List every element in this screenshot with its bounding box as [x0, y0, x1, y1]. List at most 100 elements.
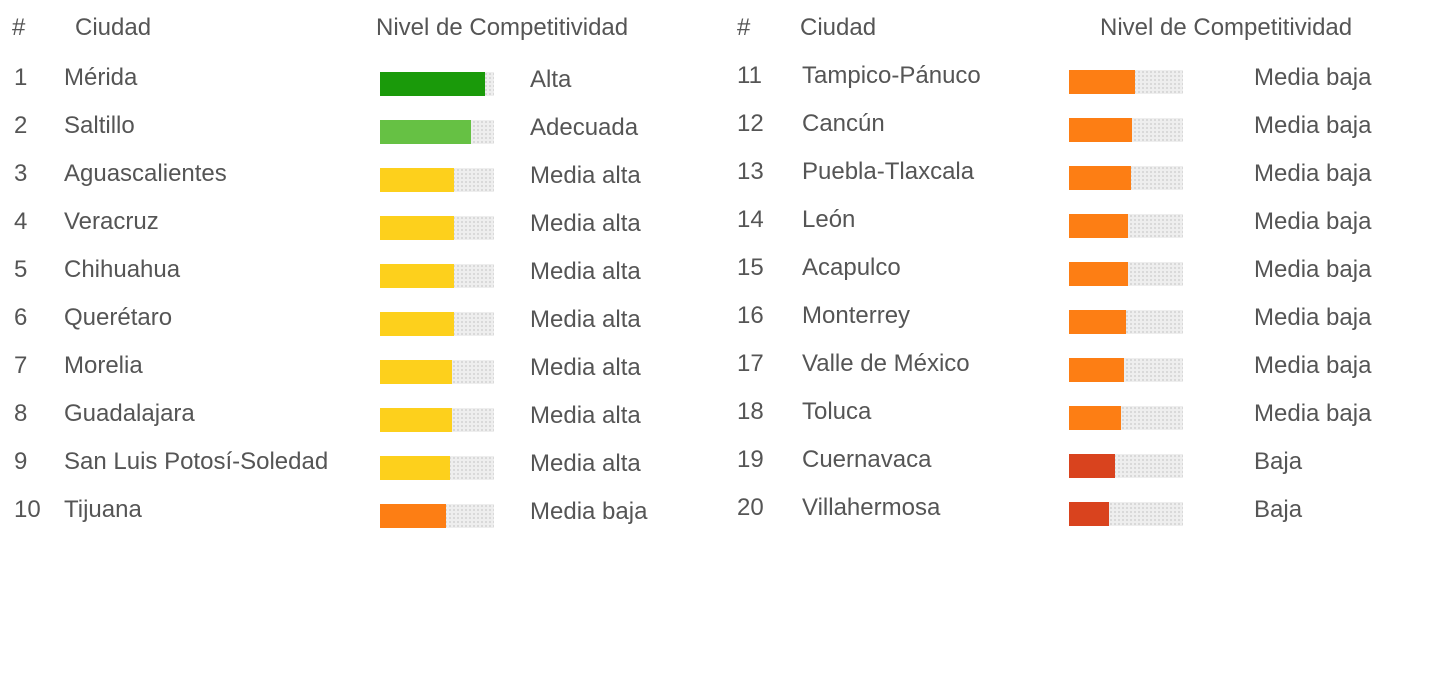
- rank-number: 9: [14, 448, 28, 475]
- bar-track: [380, 456, 494, 480]
- competitiveness-level: Baja: [1254, 496, 1303, 523]
- rank-number: 14: [737, 206, 764, 233]
- bar-track: [1069, 358, 1183, 382]
- bar-track: [1069, 166, 1183, 190]
- competitiveness-bar: [1069, 406, 1121, 430]
- city-name: Villahermosa: [802, 494, 941, 521]
- rank-number: 4: [14, 208, 28, 235]
- bar-track: [1069, 310, 1183, 334]
- city-name: Veracruz: [64, 208, 159, 235]
- bar-track: [1069, 502, 1183, 526]
- city-name: Tijuana: [64, 496, 142, 523]
- right-city-header: Ciudad: [800, 14, 877, 41]
- bar-track: [380, 168, 494, 192]
- competitiveness-bar: [380, 408, 452, 432]
- competitiveness-bar: [380, 72, 485, 96]
- bar-track: [1069, 214, 1183, 238]
- competitiveness-level: Alta: [530, 66, 572, 93]
- competitiveness-level: Media alta: [530, 258, 641, 285]
- competitiveness-bar: [1069, 262, 1128, 286]
- bar-track: [380, 408, 494, 432]
- right-level-header: Nivel de Competitividad: [1100, 14, 1353, 41]
- city-name: Acapulco: [802, 254, 901, 281]
- rank-number: 3: [14, 160, 28, 187]
- competitiveness-level: Media alta: [530, 450, 641, 477]
- competitiveness-bar: [1069, 454, 1115, 478]
- competitiveness-bar: [1069, 70, 1135, 94]
- competitiveness-level: Media baja: [1254, 400, 1372, 427]
- competitiveness-bar: [380, 504, 446, 528]
- bar-track: [1069, 262, 1183, 286]
- city-name: Querétaro: [64, 304, 173, 331]
- rank-number: 6: [14, 304, 28, 331]
- competitiveness-bar: [380, 120, 471, 144]
- bar-track: [380, 216, 494, 240]
- competitiveness-level: Media baja: [530, 498, 648, 525]
- bar-track: [380, 312, 494, 336]
- right-rank-header: #: [737, 14, 751, 41]
- rank-number: 12: [737, 110, 764, 137]
- competitiveness-bar: [380, 456, 450, 480]
- city-name: Cuernavaca: [802, 446, 932, 473]
- city-name: Puebla-Tlaxcala: [802, 158, 975, 185]
- rank-number: 13: [737, 158, 764, 185]
- rank-number: 17: [737, 350, 764, 377]
- city-name: Monterrey: [802, 302, 911, 329]
- city-name: Aguascalientes: [64, 160, 227, 187]
- competitiveness-bar: [380, 312, 454, 336]
- bar-track: [380, 120, 494, 144]
- left-city-header: Ciudad: [75, 14, 152, 41]
- competitiveness-level: Baja: [1254, 448, 1303, 475]
- city-name: Toluca: [802, 398, 872, 425]
- competitiveness-bar: [1069, 310, 1126, 334]
- competitiveness-level: Media alta: [530, 162, 641, 189]
- competitiveness-level: Media alta: [530, 306, 641, 333]
- rank-number: 1: [14, 64, 28, 91]
- city-name: Morelia: [64, 352, 143, 379]
- city-name: San Luis Potosí-Soledad: [64, 448, 329, 475]
- city-name: Cancún: [802, 110, 885, 137]
- competitiveness-level: Media baja: [1254, 64, 1372, 91]
- rank-number: 5: [14, 256, 28, 283]
- competitiveness-level: Media baja: [1254, 304, 1372, 331]
- city-name: León: [802, 206, 856, 233]
- rank-number: 11: [737, 62, 762, 89]
- rank-number: 19: [737, 446, 764, 473]
- competitiveness-level: Media baja: [1254, 256, 1372, 283]
- bar-track: [1069, 118, 1183, 142]
- rank-number: 2: [14, 112, 28, 139]
- rank-number: 18: [737, 398, 764, 425]
- left-level-header: Nivel de Competitividad: [376, 14, 629, 41]
- bar-track: [1069, 70, 1183, 94]
- competitiveness-bar: [1069, 502, 1109, 526]
- rank-number: 7: [14, 352, 28, 379]
- rank-number: 20: [737, 494, 764, 521]
- competitiveness-bar: [1069, 358, 1124, 382]
- left-rank-header: #: [12, 14, 26, 41]
- competitiveness-bar: [380, 360, 452, 384]
- bar-track: [380, 264, 494, 288]
- rank-number: 16: [737, 302, 764, 329]
- competitiveness-bar: [1069, 118, 1132, 142]
- city-name: Chihuahua: [64, 256, 181, 283]
- city-name: Valle de México: [802, 350, 970, 377]
- city-name: Guadalajara: [64, 400, 195, 427]
- city-name: Tampico-Pánuco: [802, 62, 981, 89]
- competitiveness-level: Media baja: [1254, 352, 1372, 379]
- bar-track: [1069, 406, 1183, 430]
- rank-number: 15: [737, 254, 764, 281]
- competitiveness-level: Adecuada: [530, 114, 639, 141]
- city-name: Mérida: [64, 64, 138, 91]
- bar-track: [1069, 454, 1183, 478]
- bar-track: [380, 504, 494, 528]
- competitiveness-bar: [1069, 214, 1128, 238]
- competitiveness-level: Media alta: [530, 354, 641, 381]
- competitiveness-bar: [380, 216, 454, 240]
- competitiveness-bar: [380, 168, 454, 192]
- competitiveness-level: Media baja: [1254, 160, 1372, 187]
- rank-number: 10: [14, 496, 41, 523]
- competitiveness-level: Media alta: [530, 402, 641, 429]
- competitiveness-level: Media baja: [1254, 208, 1372, 235]
- competitiveness-bar: [1069, 166, 1131, 190]
- bar-track: [380, 72, 494, 96]
